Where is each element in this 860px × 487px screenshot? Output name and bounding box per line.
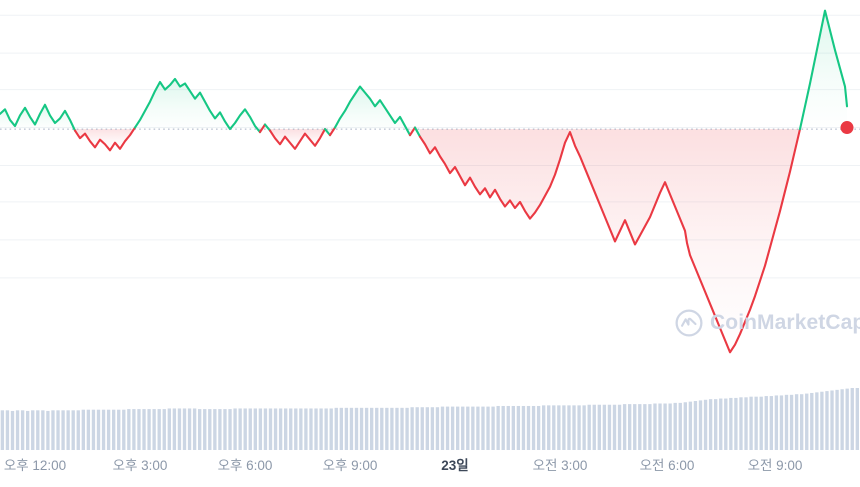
x-axis-tick-4: 23일	[441, 458, 469, 473]
x-axis-tick-3: 오후 9:00	[322, 458, 378, 473]
x-axis-tick-0: 오후 12:00	[3, 458, 67, 473]
x-axis-tick-7: 오전 9:00	[747, 458, 803, 473]
price-line-series	[0, 9, 849, 354]
last-price-marker	[840, 121, 854, 135]
x-axis-tick-2: 오후 6:00	[217, 458, 273, 473]
x-axis-tick-5: 오전 3:00	[532, 458, 588, 473]
x-axis-tick-labels: 오후 12:00 오후 3:00 오후 6:00 오후 9:00 23일 오전 3:00 오…	[0, 456, 860, 487]
volume-bar-series	[0, 388, 859, 450]
price-area-fill	[0, 10, 847, 353]
x-axis-tick-6: 오전 6:00	[639, 458, 695, 473]
x-axis-tick-1: 오후 3:00	[112, 458, 168, 473]
